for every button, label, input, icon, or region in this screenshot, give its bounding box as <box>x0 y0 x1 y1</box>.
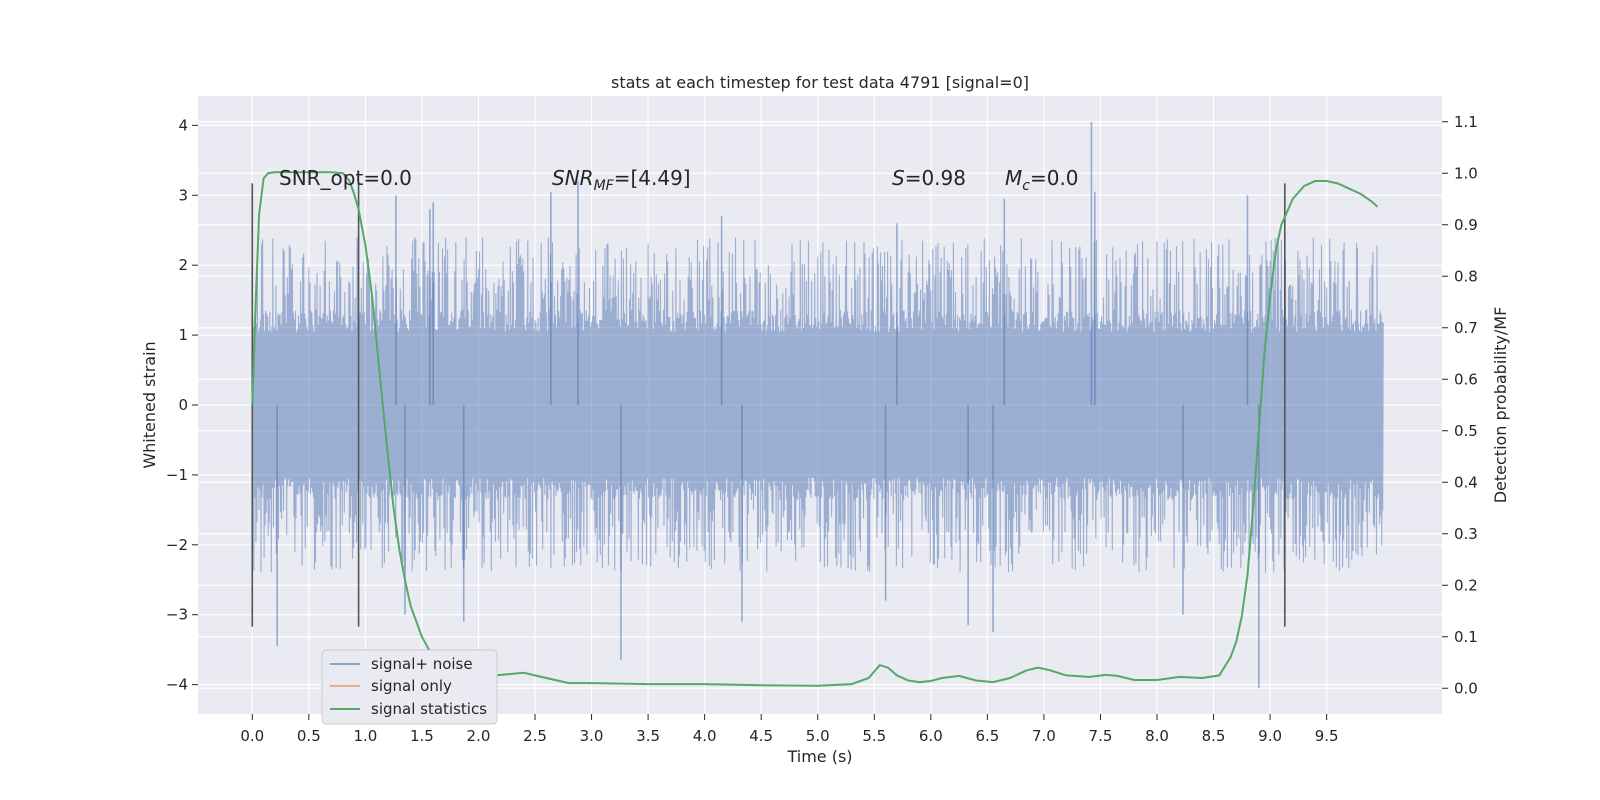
x-tick-label: 0.0 <box>240 727 264 745</box>
y2-tick-label: 0.1 <box>1454 628 1478 646</box>
y2-tick-label: 0.8 <box>1454 267 1478 285</box>
x-tick-label: 8.5 <box>1202 727 1226 745</box>
y2-tick-label: 1.1 <box>1454 113 1478 131</box>
legend-label-signal-only: signal only <box>371 677 452 695</box>
x-tick-label: 4.5 <box>749 727 773 745</box>
signal-statistics-series <box>251 171 1379 687</box>
y2-tick-label: 0.9 <box>1454 216 1478 234</box>
y-axis-ticks: −4 −3 −2 −1 0 1 2 3 4 <box>166 116 198 694</box>
signal-plus-noise-series <box>251 121 1384 689</box>
mc-variable: M <box>1005 166 1022 190</box>
snr-mf-annotation: SNRMF=[4.49] <box>552 166 691 194</box>
chart-title: stats at each timestep for test data 479… <box>611 73 1029 92</box>
x-axis-label: Time (s) <box>786 747 852 766</box>
x-tick-label: 3.5 <box>636 727 660 745</box>
x-tick-label: 5.5 <box>862 727 886 745</box>
y2-tick-label: 0.2 <box>1454 576 1478 594</box>
x-tick-label: 6.0 <box>919 727 943 745</box>
x-tick-label: 2.5 <box>523 727 547 745</box>
vertical-markers <box>251 183 1286 627</box>
y-tick-label: −2 <box>166 536 188 554</box>
x-tick-label: 7.0 <box>1032 727 1056 745</box>
legend-label-signal-noise: signal+ noise <box>371 655 473 673</box>
mc-subscript: c <box>1022 178 1030 194</box>
y2-tick-label: 0.3 <box>1454 525 1478 543</box>
mc-annotation: Mc=0.0 <box>1005 166 1079 194</box>
snr-mf-value: =[4.49] <box>614 166 691 190</box>
y-axis-label: Whitened strain <box>140 341 159 468</box>
x-tick-label: 0.5 <box>297 727 321 745</box>
y-tick-label: −4 <box>166 676 188 694</box>
x-tick-label: 2.0 <box>467 727 491 745</box>
x-tick-label: 7.5 <box>1089 727 1113 745</box>
noise-trace <box>251 237 1384 573</box>
snr-opt-annotation: SNR_opt=0.0 <box>279 166 412 190</box>
x-tick-label: 9.0 <box>1258 727 1282 745</box>
x-axis-ticks: 0.0 0.5 1.0 1.5 2.0 2.5 3.0 3.5 4.0 4.5 5.0 5.5 6.0 6… <box>240 714 1339 745</box>
x-tick-label: 9.5 <box>1315 727 1339 745</box>
y-tick-label: −3 <box>166 606 188 624</box>
x-tick-label: 6.5 <box>975 727 999 745</box>
y2-axis-label: Detection probability/MF <box>1491 307 1510 504</box>
y-tick-label: −1 <box>166 466 188 484</box>
y-tick-label: 4 <box>178 116 188 134</box>
y-tick-label: 2 <box>178 256 188 274</box>
legend-box <box>321 649 498 725</box>
y2-tick-label: 0.6 <box>1454 370 1478 388</box>
y2-axis-ticks: 0.0 0.1 0.2 0.3 0.4 0.5 0.6 0.7 0.8 0.9 1.0 1.1 <box>1442 113 1478 697</box>
snr-mf-subscript: MF <box>594 178 615 194</box>
legend: signal+ noise signal only signal statist… <box>321 649 498 725</box>
y-tick-label: 0 <box>178 396 188 414</box>
s-value: =0.98 <box>905 166 966 190</box>
x-tick-label: 1.5 <box>410 727 434 745</box>
y-tick-label: 3 <box>178 186 188 204</box>
x-tick-label: 4.0 <box>693 727 717 745</box>
legend-label-signal-statistics: signal statistics <box>371 700 487 718</box>
x-tick-label: 3.0 <box>580 727 604 745</box>
y2-tick-label: 0.0 <box>1454 679 1478 697</box>
y2-tick-label: 0.5 <box>1454 422 1478 440</box>
x-tick-label: 1.0 <box>353 727 377 745</box>
annotations: SNR_opt=0.0 SNRMF=[4.49] S=0.98 Mc=0.0 <box>279 166 1079 194</box>
y2-tick-label: 0.7 <box>1454 319 1478 337</box>
y-tick-label: 1 <box>178 326 188 344</box>
s-annotation: S=0.98 <box>892 166 966 190</box>
x-tick-label: 8.0 <box>1145 727 1169 745</box>
s-variable: S <box>892 166 905 190</box>
x-tick-label: 5.0 <box>806 727 830 745</box>
snr-mf-prefix: SNR <box>552 166 594 190</box>
y2-tick-label: 0.4 <box>1454 473 1478 491</box>
mc-value: =0.0 <box>1030 166 1079 190</box>
statistics-line <box>251 171 1379 687</box>
y2-tick-label: 1.0 <box>1454 164 1478 182</box>
